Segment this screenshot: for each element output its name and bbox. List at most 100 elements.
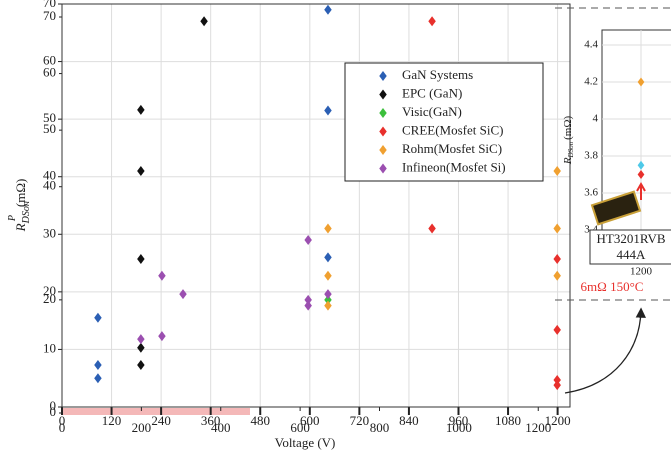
x-tick-label: 0 bbox=[59, 413, 66, 428]
inset-y-label-unit: (mΩ) bbox=[562, 115, 574, 139]
point bbox=[94, 312, 102, 323]
point bbox=[304, 300, 312, 311]
y-tick-label: 70 bbox=[43, 0, 56, 10]
x-tick-label: 1200 bbox=[545, 413, 571, 428]
plot-frame bbox=[61, 3, 571, 408]
point bbox=[137, 104, 145, 115]
inset-y-tick-label: 4.4 bbox=[584, 39, 598, 51]
legend-marker bbox=[379, 89, 387, 100]
point bbox=[200, 16, 208, 27]
x2-tick-label: 800 bbox=[370, 420, 390, 435]
legend-marker bbox=[379, 108, 387, 118]
point bbox=[553, 324, 561, 335]
y2-tick-label: 50 bbox=[43, 121, 56, 136]
y-label-sup: P bbox=[7, 215, 18, 222]
inset-y-tick-label: 3.8 bbox=[584, 150, 598, 162]
point bbox=[637, 77, 645, 87]
legend-marker bbox=[379, 71, 387, 81]
x-tick-label: 1080 bbox=[495, 413, 521, 428]
legend-label: GaN Systems bbox=[402, 67, 473, 82]
inset: 3.43.63.844.24.41200RDSon(mΩ)HT3201RVB44… bbox=[562, 29, 671, 294]
legend-box bbox=[344, 62, 544, 182]
inset-y-tick-label: 4 bbox=[593, 113, 599, 125]
point bbox=[179, 289, 187, 300]
point bbox=[324, 289, 332, 300]
legend: GaN Systems EPC (GaN) Visic(GaN) CREE(Mosfe… bbox=[344, 62, 544, 182]
point bbox=[324, 294, 332, 305]
y-tick-label: 0 bbox=[50, 398, 57, 413]
x2-tick-label: 1000 bbox=[446, 420, 472, 435]
point bbox=[94, 359, 102, 370]
inset-note: 6mΩ 150°C bbox=[581, 279, 644, 294]
point bbox=[304, 294, 312, 305]
y2-tick-label: 20 bbox=[43, 291, 56, 306]
point bbox=[137, 165, 145, 176]
point bbox=[553, 380, 561, 391]
x-tick-label: 960 bbox=[449, 413, 469, 428]
callout-arrow bbox=[564, 307, 646, 394]
point bbox=[637, 170, 645, 179]
y-tick-label: 20 bbox=[43, 283, 56, 298]
y2-tick-label: 60 bbox=[43, 65, 56, 80]
x-tick-label: 360 bbox=[201, 413, 221, 428]
point bbox=[324, 270, 332, 281]
y-axis-label: RDSonP (mΩ) bbox=[7, 179, 32, 233]
point bbox=[324, 4, 332, 15]
x-tick-label: 720 bbox=[350, 413, 370, 428]
legend-label: Visic(GaN) bbox=[402, 104, 462, 119]
point bbox=[137, 359, 145, 370]
x-axis-label: Voltage (V) bbox=[275, 435, 336, 450]
y-label-sub: DSon bbox=[21, 201, 32, 224]
red-arrow bbox=[636, 181, 646, 200]
device-icon bbox=[590, 190, 642, 226]
inset-y-tick-label: 4.2 bbox=[584, 76, 598, 88]
y-tick-label: 60 bbox=[43, 53, 56, 68]
x2-tick-label: 600 bbox=[290, 420, 310, 435]
point bbox=[137, 334, 145, 345]
y2-tick-label: 70 bbox=[43, 8, 56, 23]
x2-tick-label: 1200 bbox=[525, 420, 551, 435]
legend-marker bbox=[379, 163, 387, 174]
device-label-box bbox=[589, 229, 671, 265]
point bbox=[324, 223, 332, 234]
point bbox=[553, 165, 561, 176]
highlight-band bbox=[62, 408, 250, 415]
x2-tick-label: 400 bbox=[211, 420, 231, 435]
device-name: HT3201RVB bbox=[596, 231, 665, 246]
legend-label: Infineon(Mosfet Si) bbox=[402, 159, 506, 174]
x2-tick-label: 0 bbox=[59, 420, 66, 435]
x-tick-label: 480 bbox=[250, 413, 270, 428]
point bbox=[137, 254, 145, 265]
legend-label: Rohm(Mosfet SiC) bbox=[402, 141, 502, 156]
point bbox=[304, 235, 312, 246]
y2-tick-label: 0 bbox=[50, 404, 57, 419]
inset-y-label-main: R bbox=[562, 157, 574, 165]
legend-marker bbox=[379, 145, 387, 155]
point bbox=[324, 300, 332, 311]
point bbox=[137, 342, 145, 353]
legend-marker bbox=[379, 126, 387, 137]
point bbox=[324, 105, 332, 116]
point bbox=[553, 374, 561, 385]
inset-y-label-sub: DSon bbox=[567, 141, 575, 158]
y-tick-label: 50 bbox=[43, 110, 56, 125]
x-tick-label: 600 bbox=[300, 413, 320, 428]
legend-label: CREE(Mosfet SiC) bbox=[402, 122, 503, 137]
y-label-unit: (mΩ) bbox=[13, 179, 28, 207]
inset-y-label: RDSon (mΩ) bbox=[562, 115, 575, 165]
y-tick-label: 40 bbox=[43, 168, 56, 183]
y2-tick-label: 40 bbox=[43, 178, 56, 193]
point bbox=[553, 223, 561, 234]
y-tick-label: 30 bbox=[43, 225, 56, 240]
x2-tick-label: 200 bbox=[132, 420, 152, 435]
point bbox=[428, 223, 436, 234]
x-tick-label: 240 bbox=[151, 413, 171, 428]
inset-x-tick-label: 1200 bbox=[630, 266, 653, 278]
point bbox=[637, 160, 645, 170]
point bbox=[324, 252, 332, 263]
inset-y-tick-label: 3.6 bbox=[584, 187, 598, 199]
point bbox=[94, 373, 102, 384]
x-tick-label: 120 bbox=[102, 413, 122, 428]
y-label-main: R bbox=[13, 223, 28, 232]
